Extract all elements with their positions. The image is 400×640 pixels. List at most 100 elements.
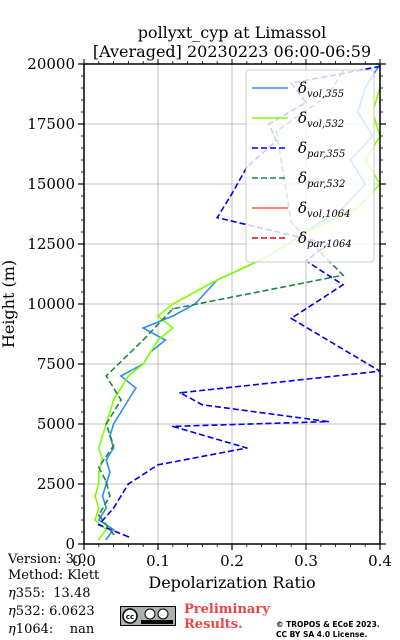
- axis-ticks: 0.0 0.1 0.2 0.3 0.4 0 2500 5000 7500 10000 12500 15…: [27, 55, 392, 570]
- data-point: [97, 514, 100, 517]
- data-point: [201, 403, 204, 406]
- data-point: [105, 459, 108, 461]
- y-axis-label: Height (m): [0, 260, 18, 348]
- data-point: [164, 339, 167, 341]
- y-tick-label: 10000: [27, 295, 75, 313]
- data-point: [112, 528, 115, 531]
- data-point: [245, 447, 248, 449]
- data-point: [97, 447, 100, 449]
- data-point: [327, 420, 330, 423]
- data-point: [216, 279, 219, 281]
- data-point: [342, 283, 344, 286]
- preliminary-line1: Preliminary: [184, 602, 270, 617]
- data-point: [112, 399, 115, 401]
- eta532-value: 6.0623: [49, 604, 95, 619]
- data-point: [112, 533, 115, 536]
- data-point: [112, 444, 115, 447]
- data-point: [290, 317, 293, 320]
- data-point: [171, 315, 174, 317]
- data-point: [105, 423, 108, 425]
- y-tick-label: 5000: [37, 415, 75, 433]
- eta355-label: 355:: [15, 586, 45, 601]
- data-point: [231, 192, 233, 195]
- info-method: Method: Klett: [8, 568, 100, 583]
- legend-entry-label: δvol,532: [298, 109, 344, 130]
- data-point: [94, 519, 96, 521]
- y-tick-label: 17500: [27, 115, 75, 133]
- y-tick-label: 12500: [27, 235, 75, 253]
- data-point: [142, 363, 145, 365]
- eta-symbol: η: [8, 586, 16, 601]
- eta-symbol: η: [8, 622, 16, 637]
- data-point: [120, 495, 122, 497]
- y-tick-label: 0: [65, 535, 75, 553]
- data-point: [101, 495, 104, 497]
- data-point: [171, 307, 174, 310]
- data-point: [157, 315, 159, 317]
- data-point: [109, 411, 111, 413]
- preliminary-line2: Results.: [184, 617, 243, 632]
- eta-symbol: η: [8, 604, 16, 619]
- data-point: [105, 480, 108, 483]
- info-eta532: η532: 6.0623: [8, 604, 95, 620]
- data-point: [120, 399, 122, 401]
- cc-by-sa-icon: cc: [122, 608, 173, 624]
- x-tick-label: 0.3: [294, 552, 318, 570]
- data-point: [97, 471, 100, 473]
- data-point: [97, 523, 100, 526]
- legend-entry-label: δpar,1064: [298, 229, 352, 250]
- chart-title-line2: [Averaged] 20230223 06:00-06:59: [93, 42, 371, 61]
- y-tick-label: 2500: [37, 475, 75, 493]
- data-point: [134, 387, 137, 389]
- data-point: [157, 339, 159, 341]
- data-point: [216, 216, 219, 219]
- data-point: [105, 375, 108, 377]
- data-point: [97, 466, 100, 469]
- data-point: [120, 375, 122, 377]
- data-point: [101, 435, 104, 437]
- eta355-value: 13.48: [53, 586, 91, 601]
- legend: δvol,355 δvol,532 δpar,355 δpar,532 δvol,106…: [245, 69, 375, 263]
- data-point: [127, 483, 130, 485]
- data-point: [94, 495, 96, 497]
- data-point: [105, 528, 108, 531]
- legend-entry-label: δvol,1064: [298, 199, 351, 220]
- y-tick-label: 7500: [37, 355, 75, 373]
- data-point: [97, 538, 100, 541]
- x-tick-label: 0.0: [72, 552, 96, 570]
- data-point: [120, 387, 122, 389]
- data-point: [142, 327, 145, 329]
- eta1064-value: nan: [69, 622, 95, 637]
- x-tick-label: 0.4: [368, 552, 392, 570]
- credit-line2: CC BY SA 4.0 License.: [276, 630, 368, 639]
- eta532-label: 532:: [15, 604, 45, 619]
- data-point: [105, 507, 108, 509]
- preliminary-results-note: Preliminary Results.: [184, 602, 270, 632]
- data-point: [127, 375, 130, 377]
- data-point: [142, 339, 145, 341]
- legend-entry-label: δpar,355: [298, 139, 345, 160]
- data-point: [109, 471, 111, 473]
- cc-license-badge: cc: [120, 606, 176, 626]
- data-point: [127, 399, 130, 401]
- chart-title-line1: pollyxt_cyp at Limassol: [138, 23, 327, 42]
- y-tick-label: 15000: [27, 175, 75, 193]
- data-point: [112, 507, 115, 509]
- data-point: [97, 519, 100, 521]
- legend-entry-label: δvol,355: [298, 79, 344, 100]
- data-point: [97, 507, 100, 509]
- data-point: [342, 274, 344, 277]
- data-point: [171, 425, 174, 428]
- data-point: [112, 423, 115, 425]
- legend-entry-label: δpar,532: [298, 169, 345, 190]
- data-point: [179, 391, 182, 394]
- x-tick-label: 0.1: [146, 552, 170, 570]
- cc-badge-text: cc: [126, 613, 134, 621]
- y-tick-label: 20000: [27, 55, 75, 73]
- data-point: [171, 327, 174, 329]
- data-point: [105, 538, 108, 541]
- info-version: Version: 3.0: [8, 552, 87, 567]
- data-point: [157, 463, 159, 466]
- x-tick-label: 0.2: [220, 552, 244, 570]
